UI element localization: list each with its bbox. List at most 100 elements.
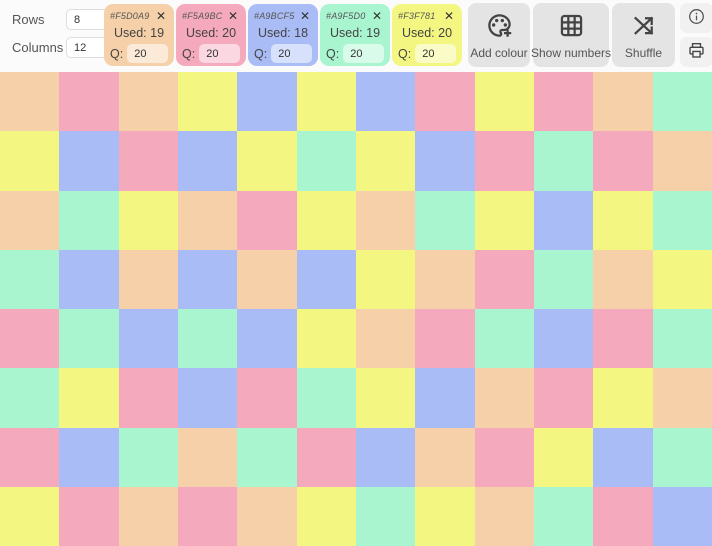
- quantity-input[interactable]: [199, 44, 240, 63]
- grid-cell[interactable]: [652, 131, 712, 191]
- grid-cell[interactable]: [474, 131, 534, 191]
- grid-cell[interactable]: [474, 249, 534, 309]
- grid-cell[interactable]: [296, 72, 356, 132]
- info-button[interactable]: [680, 3, 712, 33]
- columns-input[interactable]: [66, 37, 112, 58]
- grid-cell[interactable]: [118, 427, 178, 487]
- show-numbers-button[interactable]: Show numbers: [531, 3, 611, 67]
- grid-cell[interactable]: [593, 249, 653, 309]
- quantity-input[interactable]: [271, 44, 312, 63]
- grid-cell[interactable]: [296, 249, 356, 309]
- grid-cell[interactable]: [118, 190, 178, 250]
- grid-cell[interactable]: [0, 190, 60, 250]
- grid-cell[interactable]: [237, 190, 297, 250]
- grid-cell[interactable]: [593, 190, 653, 250]
- grid-cell[interactable]: [652, 486, 712, 546]
- grid-cell[interactable]: [0, 72, 60, 132]
- grid-cell[interactable]: [0, 249, 60, 309]
- grid-cell[interactable]: [237, 249, 297, 309]
- grid-cell[interactable]: [415, 249, 475, 309]
- grid-cell[interactable]: [652, 309, 712, 369]
- grid-cell[interactable]: [533, 309, 594, 369]
- grid-cell[interactable]: [177, 486, 238, 546]
- grid-cell[interactable]: [533, 427, 594, 487]
- grid-cell[interactable]: [474, 190, 534, 250]
- grid-cell[interactable]: [118, 309, 178, 369]
- grid-cell[interactable]: [59, 309, 119, 369]
- grid-cell[interactable]: [533, 72, 594, 132]
- grid-cell[interactable]: [415, 131, 475, 191]
- grid-cell[interactable]: [177, 249, 238, 309]
- grid-cell[interactable]: [177, 72, 238, 132]
- grid-cell[interactable]: [533, 486, 594, 546]
- grid-cell[interactable]: [237, 486, 297, 546]
- grid-cell[interactable]: [59, 427, 119, 487]
- grid-cell[interactable]: [593, 131, 653, 191]
- grid-cell[interactable]: [415, 72, 475, 132]
- add-colour-button[interactable]: Add colour: [468, 3, 530, 67]
- grid-cell[interactable]: [118, 249, 178, 309]
- grid-cell[interactable]: [652, 249, 712, 309]
- grid-cell[interactable]: [474, 72, 534, 132]
- grid-cell[interactable]: [237, 427, 297, 487]
- grid-cell[interactable]: [355, 190, 416, 250]
- grid-cell[interactable]: [118, 368, 178, 428]
- grid-cell[interactable]: [355, 309, 416, 369]
- grid-cell[interactable]: [177, 427, 238, 487]
- rows-input[interactable]: [66, 9, 112, 30]
- grid-cell[interactable]: [59, 131, 119, 191]
- quantity-input[interactable]: [343, 44, 384, 63]
- grid-cell[interactable]: [296, 131, 356, 191]
- grid-cell[interactable]: [533, 249, 594, 309]
- grid-cell[interactable]: [296, 190, 356, 250]
- grid-cell[interactable]: [355, 131, 416, 191]
- close-icon[interactable]: ✕: [299, 9, 310, 23]
- grid-cell[interactable]: [415, 486, 475, 546]
- grid-cell[interactable]: [415, 190, 475, 250]
- grid-cell[interactable]: [118, 131, 178, 191]
- grid-cell[interactable]: [0, 486, 60, 546]
- grid-cell[interactable]: [59, 190, 119, 250]
- grid-cell[interactable]: [474, 368, 534, 428]
- grid-cell[interactable]: [652, 190, 712, 250]
- grid-cell[interactable]: [652, 72, 712, 132]
- grid-cell[interactable]: [593, 72, 653, 132]
- print-button[interactable]: [680, 37, 712, 67]
- grid-cell[interactable]: [237, 131, 297, 191]
- grid-cell[interactable]: [177, 309, 238, 369]
- grid-cell[interactable]: [355, 72, 416, 132]
- grid-cell[interactable]: [177, 131, 238, 191]
- grid-cell[interactable]: [355, 427, 416, 487]
- grid-cell[interactable]: [237, 72, 297, 132]
- grid-cell[interactable]: [237, 368, 297, 428]
- grid-cell[interactable]: [533, 190, 594, 250]
- close-icon[interactable]: ✕: [227, 9, 238, 23]
- grid-cell[interactable]: [474, 309, 534, 369]
- close-icon[interactable]: ✕: [443, 9, 454, 23]
- grid-cell[interactable]: [296, 486, 356, 546]
- close-icon[interactable]: ✕: [155, 9, 166, 23]
- grid-cell[interactable]: [0, 427, 60, 487]
- grid-cell[interactable]: [593, 427, 653, 487]
- grid-cell[interactable]: [59, 72, 119, 132]
- grid-cell[interactable]: [177, 190, 238, 250]
- grid-cell[interactable]: [59, 486, 119, 546]
- grid-cell[interactable]: [593, 309, 653, 369]
- grid-cell[interactable]: [415, 309, 475, 369]
- quantity-input[interactable]: [415, 44, 456, 63]
- grid-cell[interactable]: [533, 368, 594, 428]
- grid-cell[interactable]: [59, 368, 119, 428]
- grid-cell[interactable]: [355, 486, 416, 546]
- grid-cell[interactable]: [296, 427, 356, 487]
- grid-cell[interactable]: [296, 309, 356, 369]
- grid-cell[interactable]: [0, 131, 60, 191]
- grid-cell[interactable]: [652, 427, 712, 487]
- grid-cell[interactable]: [533, 131, 594, 191]
- shuffle-button[interactable]: Shuffle: [612, 3, 675, 67]
- grid-cell[interactable]: [652, 368, 712, 428]
- grid-cell[interactable]: [118, 72, 178, 132]
- grid-cell[interactable]: [237, 309, 297, 369]
- grid-cell[interactable]: [355, 368, 416, 428]
- grid-cell[interactable]: [474, 427, 534, 487]
- grid-cell[interactable]: [474, 486, 534, 546]
